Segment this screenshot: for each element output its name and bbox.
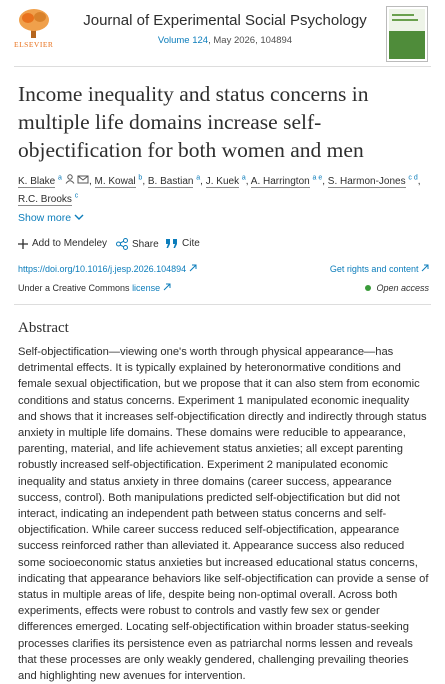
action-label: Cite — [182, 238, 200, 249]
share-icon — [116, 238, 128, 250]
article-title: Income inequality and status concerns in… — [18, 82, 369, 162]
author-separator: , — [417, 176, 421, 188]
author-icons[interactable] — [65, 174, 89, 185]
action-label: Share — [132, 238, 159, 250]
license-link[interactable]: license — [132, 283, 171, 293]
author: K. Blake a, — [18, 174, 95, 189]
author-separator: , — [322, 176, 325, 188]
author-separator: , — [200, 176, 203, 188]
license-prefix: Under a Creative Commons — [18, 283, 130, 293]
volume-link[interactable]: Volume 124 — [157, 35, 209, 46]
author-name[interactable]: J. Kuek — [205, 176, 240, 189]
open-access-dot — [365, 285, 372, 291]
external-icon — [421, 264, 429, 272]
action-label: Add to Mendeley — [32, 238, 108, 249]
author-list: K. Blake a, M. Kowal b, B. Bastian a, J.… — [18, 172, 428, 207]
publisher-name: ELSEVIER — [14, 40, 54, 49]
affiliation[interactable]: a — [196, 175, 201, 182]
journal-cover[interactable] — [386, 6, 428, 62]
author-separator: , — [245, 176, 249, 188]
abstract-heading: Abstract — [18, 320, 69, 336]
plus-icon — [18, 238, 28, 249]
show-more[interactable]: Show more — [18, 212, 84, 224]
author: A. Harrington a e, — [250, 175, 328, 189]
affiliation[interactable]: a e — [312, 175, 323, 182]
affiliation[interactable]: c — [74, 192, 79, 200]
rights-text: Get rights and content — [329, 264, 419, 274]
author: B. Bastian a, — [147, 175, 206, 189]
doi-text: https://doi.org/10.1016/j.jesp.2026.1048… — [18, 264, 187, 274]
section-divider — [14, 304, 431, 305]
author-name[interactable]: S. Harmon-Jones — [327, 176, 406, 189]
access-status: Open access — [365, 283, 429, 293]
cite-icon — [166, 238, 177, 248]
author-name[interactable]: R.C. Brooks — [18, 193, 72, 206]
abstract-text: Self-objectification—viewing one's worth… — [18, 346, 429, 683]
affiliation[interactable]: a — [58, 175, 62, 182]
author-separator: , — [142, 176, 146, 188]
external-icon — [189, 264, 197, 272]
journal-title[interactable]: Journal of Experimental Social Psycholog… — [83, 12, 367, 29]
issue-info: , May 2026, 104894 — [208, 35, 293, 46]
publisher-logo[interactable] — [16, 6, 52, 40]
author-separator: , — [88, 176, 92, 188]
doi-link[interactable]: https://doi.org/10.1016/j.jesp.2026.1048… — [18, 264, 197, 274]
author-name[interactable]: M. Kowal — [94, 176, 136, 189]
affiliation[interactable]: c d — [408, 175, 418, 182]
mendeley-button[interactable]: Add to Mendeley — [18, 238, 107, 249]
author-name[interactable]: B. Bastian — [147, 176, 194, 189]
access-text: Open access — [376, 283, 429, 293]
affiliation[interactable]: b — [138, 175, 143, 182]
rights-link[interactable]: Get rights and content — [330, 264, 429, 274]
author-name[interactable]: A. Harrington — [250, 176, 310, 189]
license-line: Under a Creative Commons license — [18, 283, 171, 293]
share-button[interactable]: Share — [116, 238, 159, 250]
cite-button[interactable]: Cite — [166, 238, 200, 249]
author: S. Harmon-Jones c d, — [327, 175, 421, 189]
chevron-icon — [74, 214, 84, 220]
license-link-text: license — [132, 283, 161, 293]
affiliation[interactable]: a — [241, 175, 246, 182]
author-name[interactable]: K. Blake — [18, 176, 56, 189]
show-more-label: Show more — [18, 212, 72, 224]
header-divider — [14, 66, 431, 67]
author: R.C. Brooks c — [18, 192, 79, 206]
external-icon — [163, 283, 171, 291]
author: J. Kuek a, — [205, 175, 251, 189]
volume-line: Volume 124, May 2026, 104894 — [80, 35, 370, 46]
author: M. Kowal b, — [94, 175, 148, 189]
